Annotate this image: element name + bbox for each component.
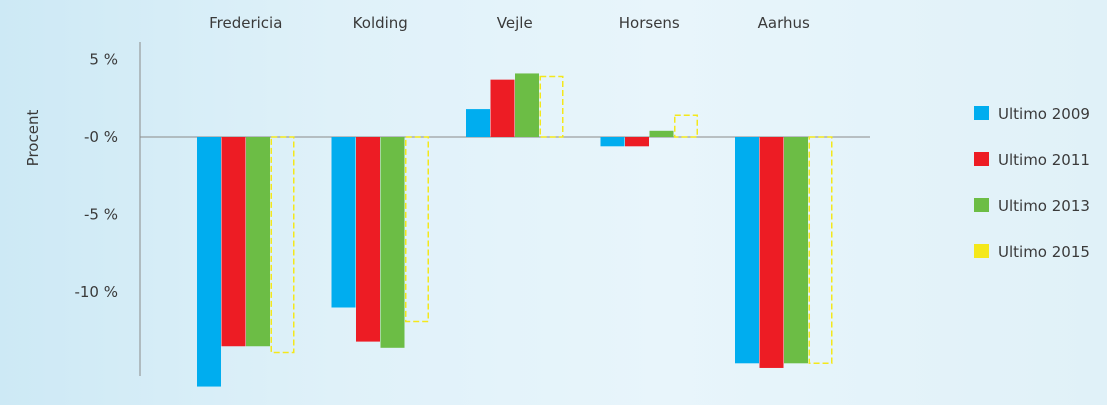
legend-label: Ultimo 2013 — [998, 197, 1090, 215]
y-axis-title: Procent — [24, 110, 42, 167]
bar — [466, 109, 490, 137]
category-label: Kolding — [353, 14, 408, 32]
bar — [405, 136, 429, 323]
category-labels: Fredericia Kolding Vejle Horsens Aarhus — [209, 14, 810, 32]
y-tick-label: -0 % — [84, 128, 118, 146]
bar — [356, 137, 380, 342]
bar — [759, 137, 784, 368]
category-label: Vejle — [497, 14, 533, 32]
bar — [649, 130, 674, 137]
y-tick-label: 5 % — [89, 51, 118, 69]
legend-swatch — [974, 106, 989, 120]
y-tick-labels: 5 % -0 % -5 % -10 % — [74, 51, 118, 302]
category-label: Horsens — [619, 14, 680, 32]
bar — [625, 137, 649, 147]
bar — [490, 79, 515, 137]
bar — [808, 136, 833, 365]
bar — [221, 137, 246, 347]
bar — [539, 75, 564, 138]
y-axis-title-group: Procent — [24, 110, 42, 167]
legend-label: Ultimo 2015 — [998, 243, 1090, 261]
category-label: Aarhus — [758, 14, 810, 32]
legend-swatch — [974, 198, 989, 212]
legend-label: Ultimo 2011 — [998, 151, 1090, 169]
bar — [674, 114, 698, 138]
legend-label: Ultimo 2009 — [998, 105, 1090, 123]
bar — [380, 137, 405, 348]
bar — [515, 73, 539, 137]
y-tick-label: -10 % — [74, 283, 118, 301]
bar — [197, 137, 221, 387]
y-tick-label: -5 % — [84, 206, 118, 224]
bars — [197, 73, 833, 387]
legend-swatch — [974, 244, 989, 258]
category-label: Fredericia — [209, 14, 282, 32]
bar — [600, 137, 625, 147]
bar — [331, 137, 356, 308]
bar — [270, 136, 295, 354]
legend: Ultimo 2009 Ultimo 2011 Ultimo 2013 Ultimo … — [974, 105, 1090, 261]
bar — [246, 137, 270, 347]
bar — [735, 137, 759, 364]
bar — [784, 137, 808, 364]
legend-swatch — [974, 152, 989, 166]
